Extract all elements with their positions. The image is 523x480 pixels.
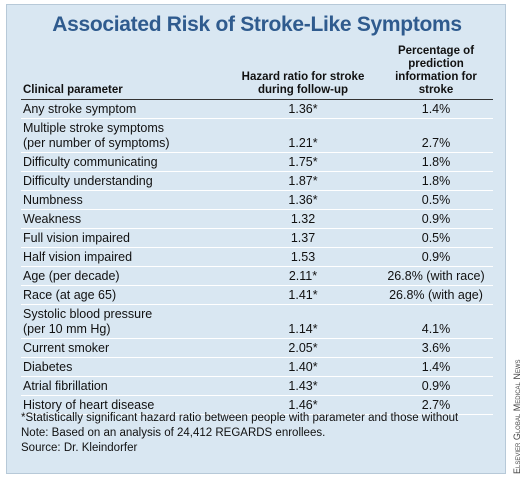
table-row: Weakness 1.32 0.9% [21, 209, 493, 229]
table-cell: Race (at age 65) [21, 285, 227, 305]
footnotes: *Statistically significant hazard ratio … [21, 411, 458, 456]
table-row: Systolic blood pressure (per 10 mm Hg) 1.… [21, 304, 493, 339]
table-cell: 2.05* [227, 338, 379, 358]
table-row: Any stroke symptom 1.36* 1.4% [21, 99, 493, 119]
table-cell: Difficulty communicating [21, 152, 227, 172]
table-row: Age (per decade) 2.11* 26.8% (with race) [21, 266, 493, 286]
table-cell: 1.14* [227, 304, 379, 339]
footnote: Note: Based on an analysis of 24,412 REG… [21, 427, 326, 439]
table-cell: 0.5% [379, 190, 493, 210]
table-cell: Half vision impaired [21, 247, 227, 267]
column-header: Percentage of prediction information for… [379, 45, 493, 100]
table-cell: 0.9% [379, 376, 493, 396]
table-cell: Current smoker [21, 338, 227, 358]
table-cell: 2.11* [227, 266, 379, 286]
table-cell: 26.8% (with age) [379, 285, 493, 305]
table-cell: Numbness [21, 190, 227, 210]
table-cell: 2.7% [379, 118, 493, 153]
table-cell: 26.8% (with race) [379, 266, 493, 286]
table-cell: Full vision impaired [21, 228, 227, 248]
table-cell: Multiple stroke symptoms (per number of … [21, 118, 227, 153]
table-row: Difficulty understanding 1.87* 1.8% [21, 171, 493, 191]
footnote: *Statistically significant hazard ratio … [21, 412, 459, 424]
panel: Associated Risk of Stroke-Like Symptoms … [6, 4, 506, 474]
table-row: Full vision impaired 1.37 0.5% [21, 228, 493, 248]
table-cell: Any stroke symptom [21, 99, 227, 119]
table-cell: History of heart disease [21, 395, 227, 415]
table-cell: 0.9% [379, 247, 493, 267]
table-row: Current smoker 2.05* 3.6% [21, 338, 493, 358]
table-body: Any stroke symptom 1.36* 1.4% Multiple stro… [21, 99, 493, 415]
table-cell: 3.6% [379, 338, 493, 358]
table-row: Numbness 1.36* 0.5% [21, 190, 493, 210]
table-row: Half vision impaired 1.53 0.9% [21, 247, 493, 267]
risk-table: Clinical parameter Hazard ratio for strok… [21, 45, 493, 415]
table-cell: Difficulty understanding [21, 171, 227, 191]
table-cell: 2.7% [379, 395, 493, 415]
table-row: Multiple stroke symptoms (per number of … [21, 118, 493, 153]
table-cell: 1.21* [227, 118, 379, 153]
table-cell: 1.36* [227, 99, 379, 119]
header-row: Clinical parameter Hazard ratio for strok… [21, 45, 493, 100]
table-cell: Weakness [21, 209, 227, 229]
title: Associated Risk of Stroke-Like Symptoms [52, 13, 462, 36]
table-row: Atrial fibrillation 1.43* 0.9% [21, 376, 493, 396]
table-cell: 1.8% [379, 171, 493, 191]
column-header: Clinical parameter [21, 45, 227, 100]
table-cell: 1.4% [379, 357, 493, 377]
table-cell: 1.53 [227, 247, 379, 267]
table-row: Race (at age 65) 1.41* 26.8% (with age) [21, 285, 493, 305]
table-cell: 1.87* [227, 171, 379, 191]
table-cell: 1.75* [227, 152, 379, 172]
table-row: Diabetes 1.40* 1.4% [21, 357, 493, 377]
table-cell: Age (per decade) [21, 266, 227, 286]
table-cell: 1.8% [379, 152, 493, 172]
table-row: Difficulty communicating 1.75* 1.8% [21, 152, 493, 172]
table-cell: Atrial fibrillation [21, 376, 227, 396]
table-cell: 1.40* [227, 357, 379, 377]
table-cell: 0.5% [379, 228, 493, 248]
table-cell: 1.36* [227, 190, 379, 210]
table-cell: 1.32 [227, 209, 379, 229]
table-cell: 1.37 [227, 228, 379, 248]
table-cell: 1.41* [227, 285, 379, 305]
table-cell: 1.4% [379, 99, 493, 119]
footnote: Source: Dr. Kleindorfer [21, 442, 138, 454]
table-cell: 1.46* [227, 395, 379, 415]
table-cell: 1.43* [227, 376, 379, 396]
table-cell: 4.1% [379, 304, 493, 339]
column-header: Hazard ratio for stroke during follow-up [227, 45, 379, 100]
credit: Elsevier Global Medical News [512, 359, 522, 474]
table-cell: 0.9% [379, 209, 493, 229]
table-cell: Diabetes [21, 357, 227, 377]
table-row: History of heart disease 1.46* 2.7% [21, 395, 493, 415]
table-cell: Systolic blood pressure (per 10 mm Hg) [21, 304, 227, 339]
